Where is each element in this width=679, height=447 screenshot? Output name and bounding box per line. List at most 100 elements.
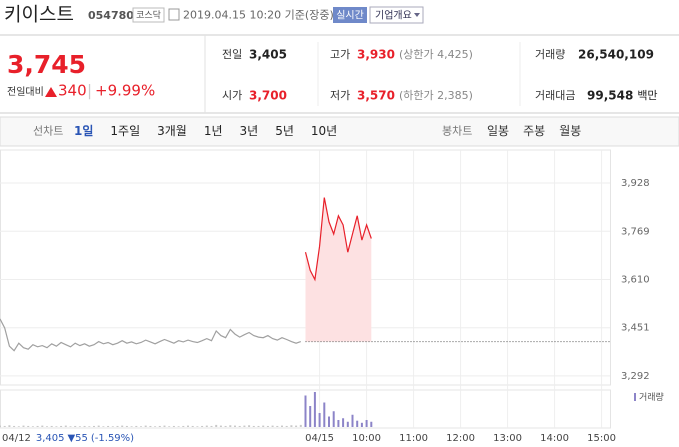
- period-tab[interactable]: 5년: [275, 124, 294, 138]
- realtime-button[interactable]: [333, 7, 367, 23]
- volume-bar: [351, 414, 354, 427]
- change-label: 전일대비: [7, 86, 44, 98]
- volume-bar: [144, 425, 147, 427]
- volume-bar: [191, 425, 194, 427]
- chart: 3,292 3,451 3,610 3,769 3,928 04/15 10:00 11:00…: [0, 149, 664, 444]
- candle-tab[interactable]: 일봉: [487, 124, 509, 138]
- y-tick-label: 3,292: [621, 371, 650, 382]
- y-tick-label: 3,610: [621, 274, 650, 285]
- volume-bar: [304, 395, 307, 427]
- x-tick-label: 04/15: [305, 433, 334, 444]
- x-tick-label: 14:00: [540, 433, 569, 444]
- volume-bar: [365, 420, 368, 427]
- volume-bar: [154, 426, 157, 427]
- volume-bar: [332, 411, 335, 427]
- volume-bar: [187, 425, 189, 427]
- stock-code: 054780: [88, 9, 134, 22]
- volume-bar: [8, 425, 11, 427]
- x-tick-label: 12:00: [446, 433, 475, 444]
- stat-note: 백만: [637, 89, 657, 102]
- volume-bar: [177, 426, 180, 427]
- line: [304, 197, 372, 282]
- volume-bar: [196, 426, 199, 427]
- stat-note: (하한가 2,385): [399, 88, 473, 102]
- volume-bar: [210, 425, 213, 427]
- x-tick-label: 11:00: [399, 433, 428, 444]
- stat-note: (상한가 4,425): [399, 48, 473, 61]
- volume-bar: [0, 425, 1, 427]
- info-rate: (-1.59%): [91, 433, 134, 444]
- volume-bar: [252, 425, 255, 427]
- volume-bar: [328, 416, 330, 427]
- volume-bar: [168, 426, 171, 427]
- overview-label[interactable]: 기업개요: [375, 9, 412, 22]
- volume-bar: [50, 425, 53, 427]
- period-tab[interactable]: 3개월: [157, 124, 187, 138]
- stat-value: 3,570: [357, 89, 395, 103]
- volume-bar: [22, 425, 25, 427]
- volume-bar: [248, 425, 251, 427]
- volume-bar: [163, 425, 166, 427]
- volume-bar: [149, 425, 152, 427]
- volume-bar: [97, 425, 100, 427]
- volume-bar: [290, 425, 293, 427]
- stat-value: 26,540,109: [578, 48, 654, 62]
- volume-bar: [31, 426, 34, 427]
- tabs: 선차트 1일 1주일 3개월 1년 3년 5년 10년 봉차트 일봉 주봉 월봉: [33, 124, 581, 138]
- stats: 전일 3,405 고가 3,930 (상한가 4,425) 거래량 26,540,109 시가…: [222, 42, 658, 106]
- volume-bar: [285, 425, 288, 427]
- realtime-label[interactable]: 실시간: [336, 10, 364, 22]
- volume-bar: [13, 425, 16, 427]
- volume-bar: [17, 426, 20, 427]
- stock-name: 키이스트: [4, 4, 74, 26]
- volume-bar: [356, 420, 359, 427]
- volume-frame: [0, 389, 611, 429]
- volume-bar: [111, 426, 114, 427]
- change-rate: +9.99%: [95, 82, 155, 100]
- volume-bar: [83, 425, 86, 427]
- volume-bar: [281, 425, 283, 427]
- x-tick-label: 10:00: [352, 433, 381, 444]
- legend-swatch: [634, 393, 636, 401]
- volume-bar: [125, 425, 128, 427]
- period-tab[interactable]: 1일: [74, 124, 93, 138]
- volume-bar: [116, 425, 119, 427]
- volume-bar: [102, 426, 105, 427]
- period-tab[interactable]: 3년: [240, 124, 259, 138]
- period-tab[interactable]: 10년: [311, 124, 337, 138]
- info-price: 3,405: [36, 433, 65, 444]
- candle-tab[interactable]: 월봉: [559, 124, 581, 138]
- x-tick-label: 15:00: [587, 433, 616, 444]
- tab-group-label: 봉차트: [442, 125, 472, 138]
- volume-bar: [243, 425, 246, 427]
- legend-label: 거래량: [639, 391, 664, 403]
- stat-value: 3,930: [357, 48, 395, 62]
- stat-label: 거래량: [535, 48, 565, 61]
- line: [0, 318, 301, 352]
- stat-value: 3,700: [249, 89, 287, 103]
- y-tick-label: 3,769: [621, 226, 650, 237]
- volume-bar: [295, 425, 298, 427]
- volume-bar: [36, 425, 39, 427]
- x-tick-label: 13:00: [493, 433, 522, 444]
- volume-bar: [93, 425, 95, 427]
- volume-bar: [172, 425, 175, 427]
- overview-dropdown[interactable]: [369, 6, 424, 24]
- period-tab[interactable]: 1년: [204, 124, 223, 138]
- volume-bar: [309, 406, 312, 427]
- volume-bar: [74, 425, 77, 427]
- volume-bar: [229, 425, 232, 427]
- stat-label: 전일: [222, 47, 242, 61]
- market-label: 코스닥: [136, 10, 161, 21]
- candle-tab[interactable]: 주봉: [523, 124, 545, 138]
- period-tab[interactable]: 1주일: [110, 124, 140, 138]
- dropdown-arrow: [414, 13, 420, 17]
- current-price: 3,745: [7, 50, 86, 79]
- volume-bar: [234, 425, 236, 427]
- separator: |: [87, 82, 92, 100]
- volume-bar: [337, 420, 340, 427]
- volume-bar: [360, 422, 363, 427]
- volume-bar: [46, 426, 48, 427]
- volume-bar: [346, 421, 349, 427]
